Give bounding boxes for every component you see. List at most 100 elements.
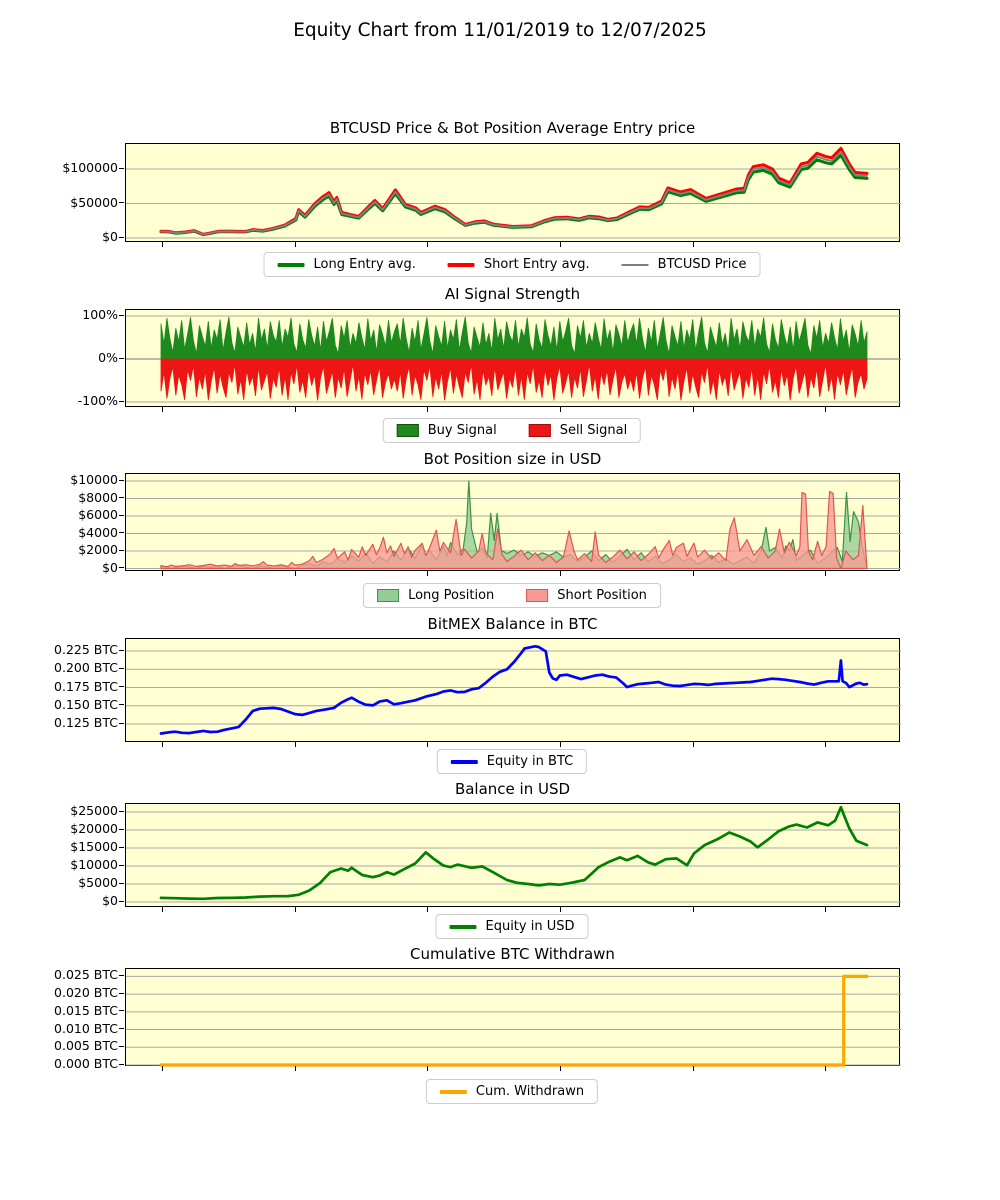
- x-tick-mark: [692, 407, 694, 412]
- y-tick-label: 0.020 BTC: [54, 985, 118, 1001]
- equity-in-usd-swatch-icon: [449, 924, 477, 929]
- y-tick-mark: [119, 1010, 124, 1012]
- legend-item-cum-withdrawn: Cum. Withdrawn: [439, 1084, 585, 1099]
- legend-item-short-position: Short Position: [526, 588, 647, 603]
- y-tick-mark: [119, 514, 124, 516]
- subplot-title-btc: BitMEX Balance in BTC: [427, 615, 598, 633]
- plot-area-signal: [125, 309, 901, 407]
- y-tick-label: $2000: [78, 542, 118, 557]
- chart-svg-withdrawn: [126, 974, 901, 1067]
- y-tick-label: 0.025 BTC: [54, 967, 118, 983]
- figure-title: Equity Chart from 11/01/2019 to 12/07/20…: [293, 20, 707, 41]
- y-tick-label: 0.010 BTC: [54, 1020, 118, 1036]
- series-cum-withdrawn: [159, 974, 869, 1067]
- legend-item-sell-signal: Sell Signal: [528, 423, 628, 438]
- subplot-title-signal: AI Signal Strength: [444, 285, 581, 303]
- legend-label: Sell Signal: [559, 423, 628, 438]
- y-tick-mark: [119, 704, 124, 706]
- legend-item-short-entry-avg: Short Entry avg.: [447, 257, 590, 272]
- equity-in-btc-swatch-icon: [450, 759, 478, 764]
- y-tick-label: 0.225 BTC: [54, 642, 118, 657]
- x-tick-mark: [825, 242, 827, 247]
- y-tick-label: $4000: [78, 524, 118, 540]
- y-tick-label: $20000: [70, 821, 118, 836]
- legend-item-btcusd-price: BTCUSD Price: [621, 257, 746, 272]
- short-entry-avg-swatch-icon: [447, 262, 475, 267]
- subplot-title-price: BTCUSD Price & Bot Position Average Entr…: [329, 119, 696, 137]
- legend-label: Short Entry avg.: [483, 257, 590, 272]
- legend-positions: Long Position Short Position: [363, 583, 661, 608]
- x-tick-mark: [162, 571, 163, 576]
- series-equity-in-btc: [159, 644, 869, 735]
- x-tick-mark: [162, 1066, 163, 1071]
- y-tick-mark: [119, 864, 124, 866]
- legend-item-long-position: Long Position: [377, 588, 494, 603]
- subplot-title-withdrawn: Cumulative BTC Withdrawn: [410, 945, 615, 963]
- plot-area-btc: [125, 638, 901, 742]
- series-btcusd-price: [160, 150, 868, 236]
- y-tick-label: $10000: [70, 472, 118, 487]
- x-tick-mark: [162, 907, 163, 912]
- x-tick-mark: [825, 742, 827, 747]
- y-tick-mark: [119, 900, 124, 902]
- legend-label: Short Position: [557, 588, 647, 603]
- x-tick-mark: [825, 407, 827, 412]
- subplot-title-usd: Balance in USD: [454, 780, 571, 798]
- y-tick-label: 0.150 BTC: [54, 696, 118, 712]
- chart-svg-usd: [126, 805, 901, 903]
- y-tick-mark: [119, 314, 124, 316]
- y-tick-label: 100%: [82, 307, 118, 322]
- sell-signal-swatch-icon: [528, 424, 551, 437]
- y-tick-mark: [119, 882, 124, 884]
- y-tick-label: 0.175 BTC: [54, 678, 118, 694]
- y-tick-mark: [119, 1063, 124, 1065]
- y-tick-mark: [119, 497, 124, 498]
- cum-withdrawn-swatch-icon: [439, 1089, 467, 1094]
- x-tick-mark: [692, 907, 694, 912]
- plot-area-price: [125, 143, 901, 242]
- y-tick-mark: [119, 992, 124, 994]
- x-tick-mark: [825, 1066, 827, 1071]
- y-tick-label: -100%: [77, 393, 118, 408]
- legend-item-equity-in-btc: Equity in BTC: [450, 754, 573, 769]
- y-tick-mark: [119, 357, 124, 359]
- y-tick-mark: [119, 236, 124, 238]
- y-tick-label: 0.200 BTC: [54, 660, 118, 676]
- legend-item-equity-in-usd: Equity in USD: [449, 919, 575, 934]
- legend-btc: Equity in BTC: [436, 749, 588, 774]
- subplot-title-positions: Bot Position size in USD: [423, 450, 602, 468]
- buy-signal-swatch-icon: [396, 424, 419, 437]
- y-tick-mark: [119, 828, 124, 830]
- x-tick-mark: [162, 742, 163, 747]
- x-tick-mark: [560, 571, 561, 576]
- series-buy-signal: [160, 316, 868, 360]
- legend-label: Cum. Withdrawn: [475, 1084, 585, 1099]
- y-tick-label: $15000: [70, 839, 118, 854]
- y-tick-label: 0.005 BTC: [54, 1038, 118, 1054]
- y-tick-label: $6000: [78, 507, 118, 522]
- y-tick-mark: [119, 549, 124, 551]
- chart-svg-positions: [126, 480, 901, 570]
- x-tick-mark: [162, 407, 163, 412]
- y-tick-mark: [119, 167, 124, 169]
- y-tick-label: $8000: [78, 489, 118, 505]
- y-tick-label: $0: [102, 229, 118, 244]
- x-tick-mark: [294, 571, 296, 576]
- legend-label: Equity in USD: [485, 919, 575, 934]
- y-tick-mark: [119, 1045, 124, 1047]
- x-tick-mark: [560, 242, 561, 247]
- y-tick-mark: [119, 202, 124, 203]
- legend-item-buy-signal: Buy Signal: [396, 423, 497, 438]
- legend-usd: Equity in USD: [435, 914, 589, 939]
- btcusd-price-swatch-icon: [621, 263, 649, 266]
- x-tick-mark: [427, 242, 429, 247]
- x-tick-mark: [692, 571, 694, 576]
- x-tick-mark: [692, 742, 694, 747]
- x-tick-mark: [692, 1066, 694, 1071]
- x-tick-mark: [294, 1066, 296, 1071]
- y-tick-mark: [119, 1028, 124, 1030]
- y-tick-label: $100000: [62, 160, 118, 175]
- y-tick-label: $0: [102, 559, 118, 575]
- y-tick-mark: [119, 722, 124, 724]
